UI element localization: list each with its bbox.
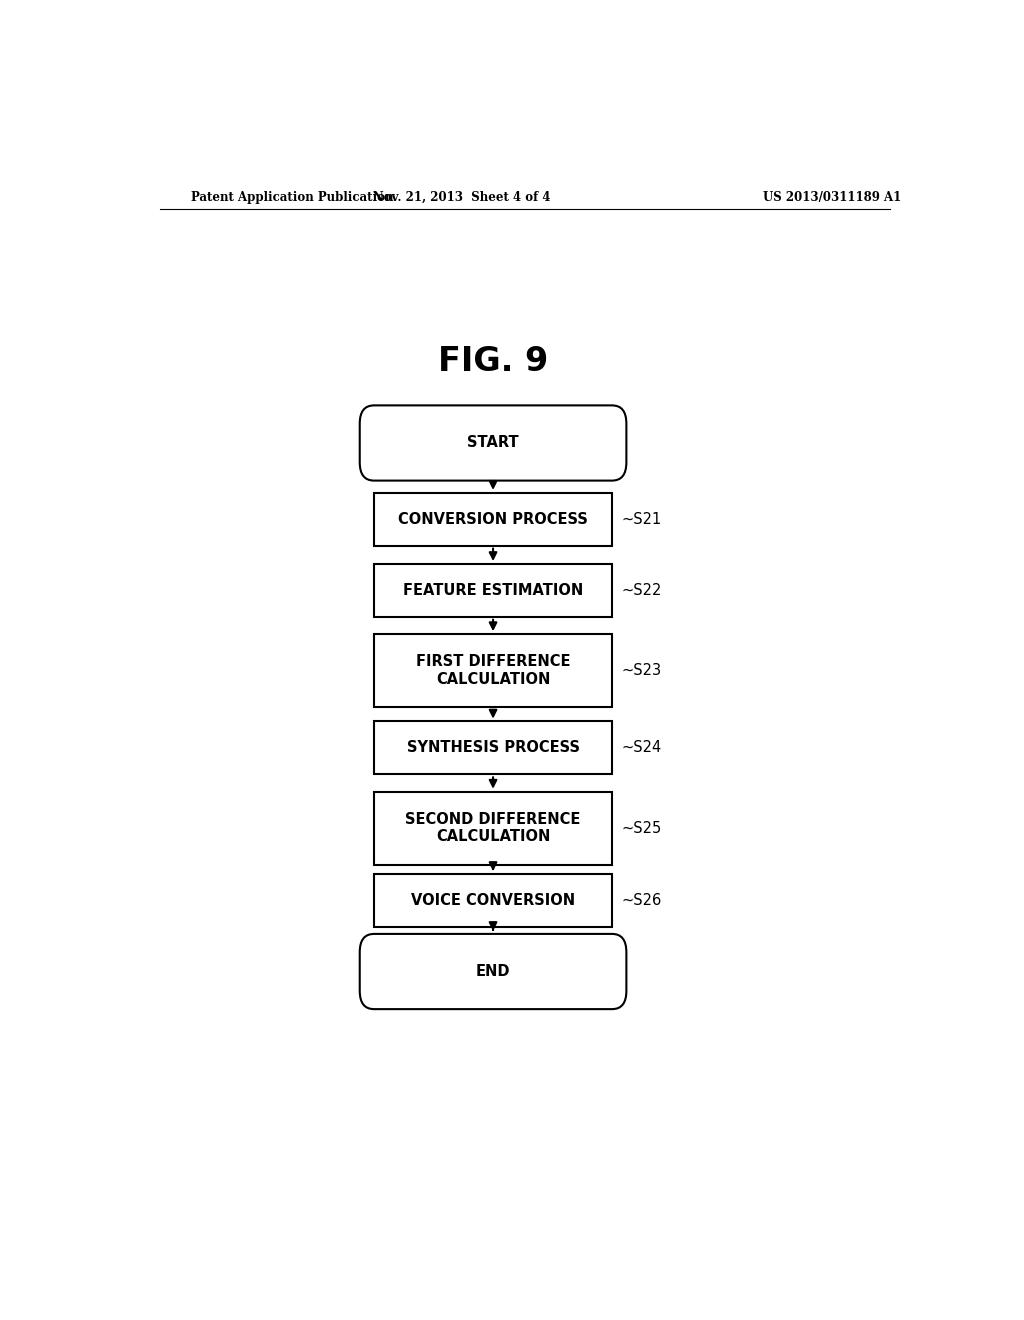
FancyBboxPatch shape (359, 935, 627, 1008)
Text: VOICE CONVERSION: VOICE CONVERSION (411, 892, 575, 908)
Text: END: END (476, 964, 510, 979)
FancyBboxPatch shape (359, 405, 627, 480)
Text: SYNTHESIS PROCESS: SYNTHESIS PROCESS (407, 741, 580, 755)
Bar (374, 634, 612, 708)
Text: Nov. 21, 2013  Sheet 4 of 4: Nov. 21, 2013 Sheet 4 of 4 (373, 190, 550, 203)
Text: ~S23: ~S23 (622, 663, 662, 678)
Bar (374, 564, 612, 616)
Bar (374, 874, 612, 927)
Text: ~S21: ~S21 (622, 512, 662, 527)
Text: FEATURE ESTIMATION: FEATURE ESTIMATION (402, 583, 584, 598)
Text: FIG. 9: FIG. 9 (438, 346, 548, 379)
Text: FIRST DIFFERENCE
CALCULATION: FIRST DIFFERENCE CALCULATION (416, 655, 570, 686)
Text: SECOND DIFFERENCE
CALCULATION: SECOND DIFFERENCE CALCULATION (406, 812, 581, 845)
Text: US 2013/0311189 A1: US 2013/0311189 A1 (763, 190, 901, 203)
Text: ~S24: ~S24 (622, 741, 662, 755)
Bar (374, 792, 612, 865)
Bar (374, 492, 612, 545)
Text: ~S22: ~S22 (622, 583, 662, 598)
Bar (374, 722, 612, 775)
Text: START: START (467, 436, 519, 450)
Text: Patent Application Publication: Patent Application Publication (191, 190, 394, 203)
Text: CONVERSION PROCESS: CONVERSION PROCESS (398, 512, 588, 527)
Text: ~S26: ~S26 (622, 892, 662, 908)
Text: ~S25: ~S25 (622, 821, 662, 836)
